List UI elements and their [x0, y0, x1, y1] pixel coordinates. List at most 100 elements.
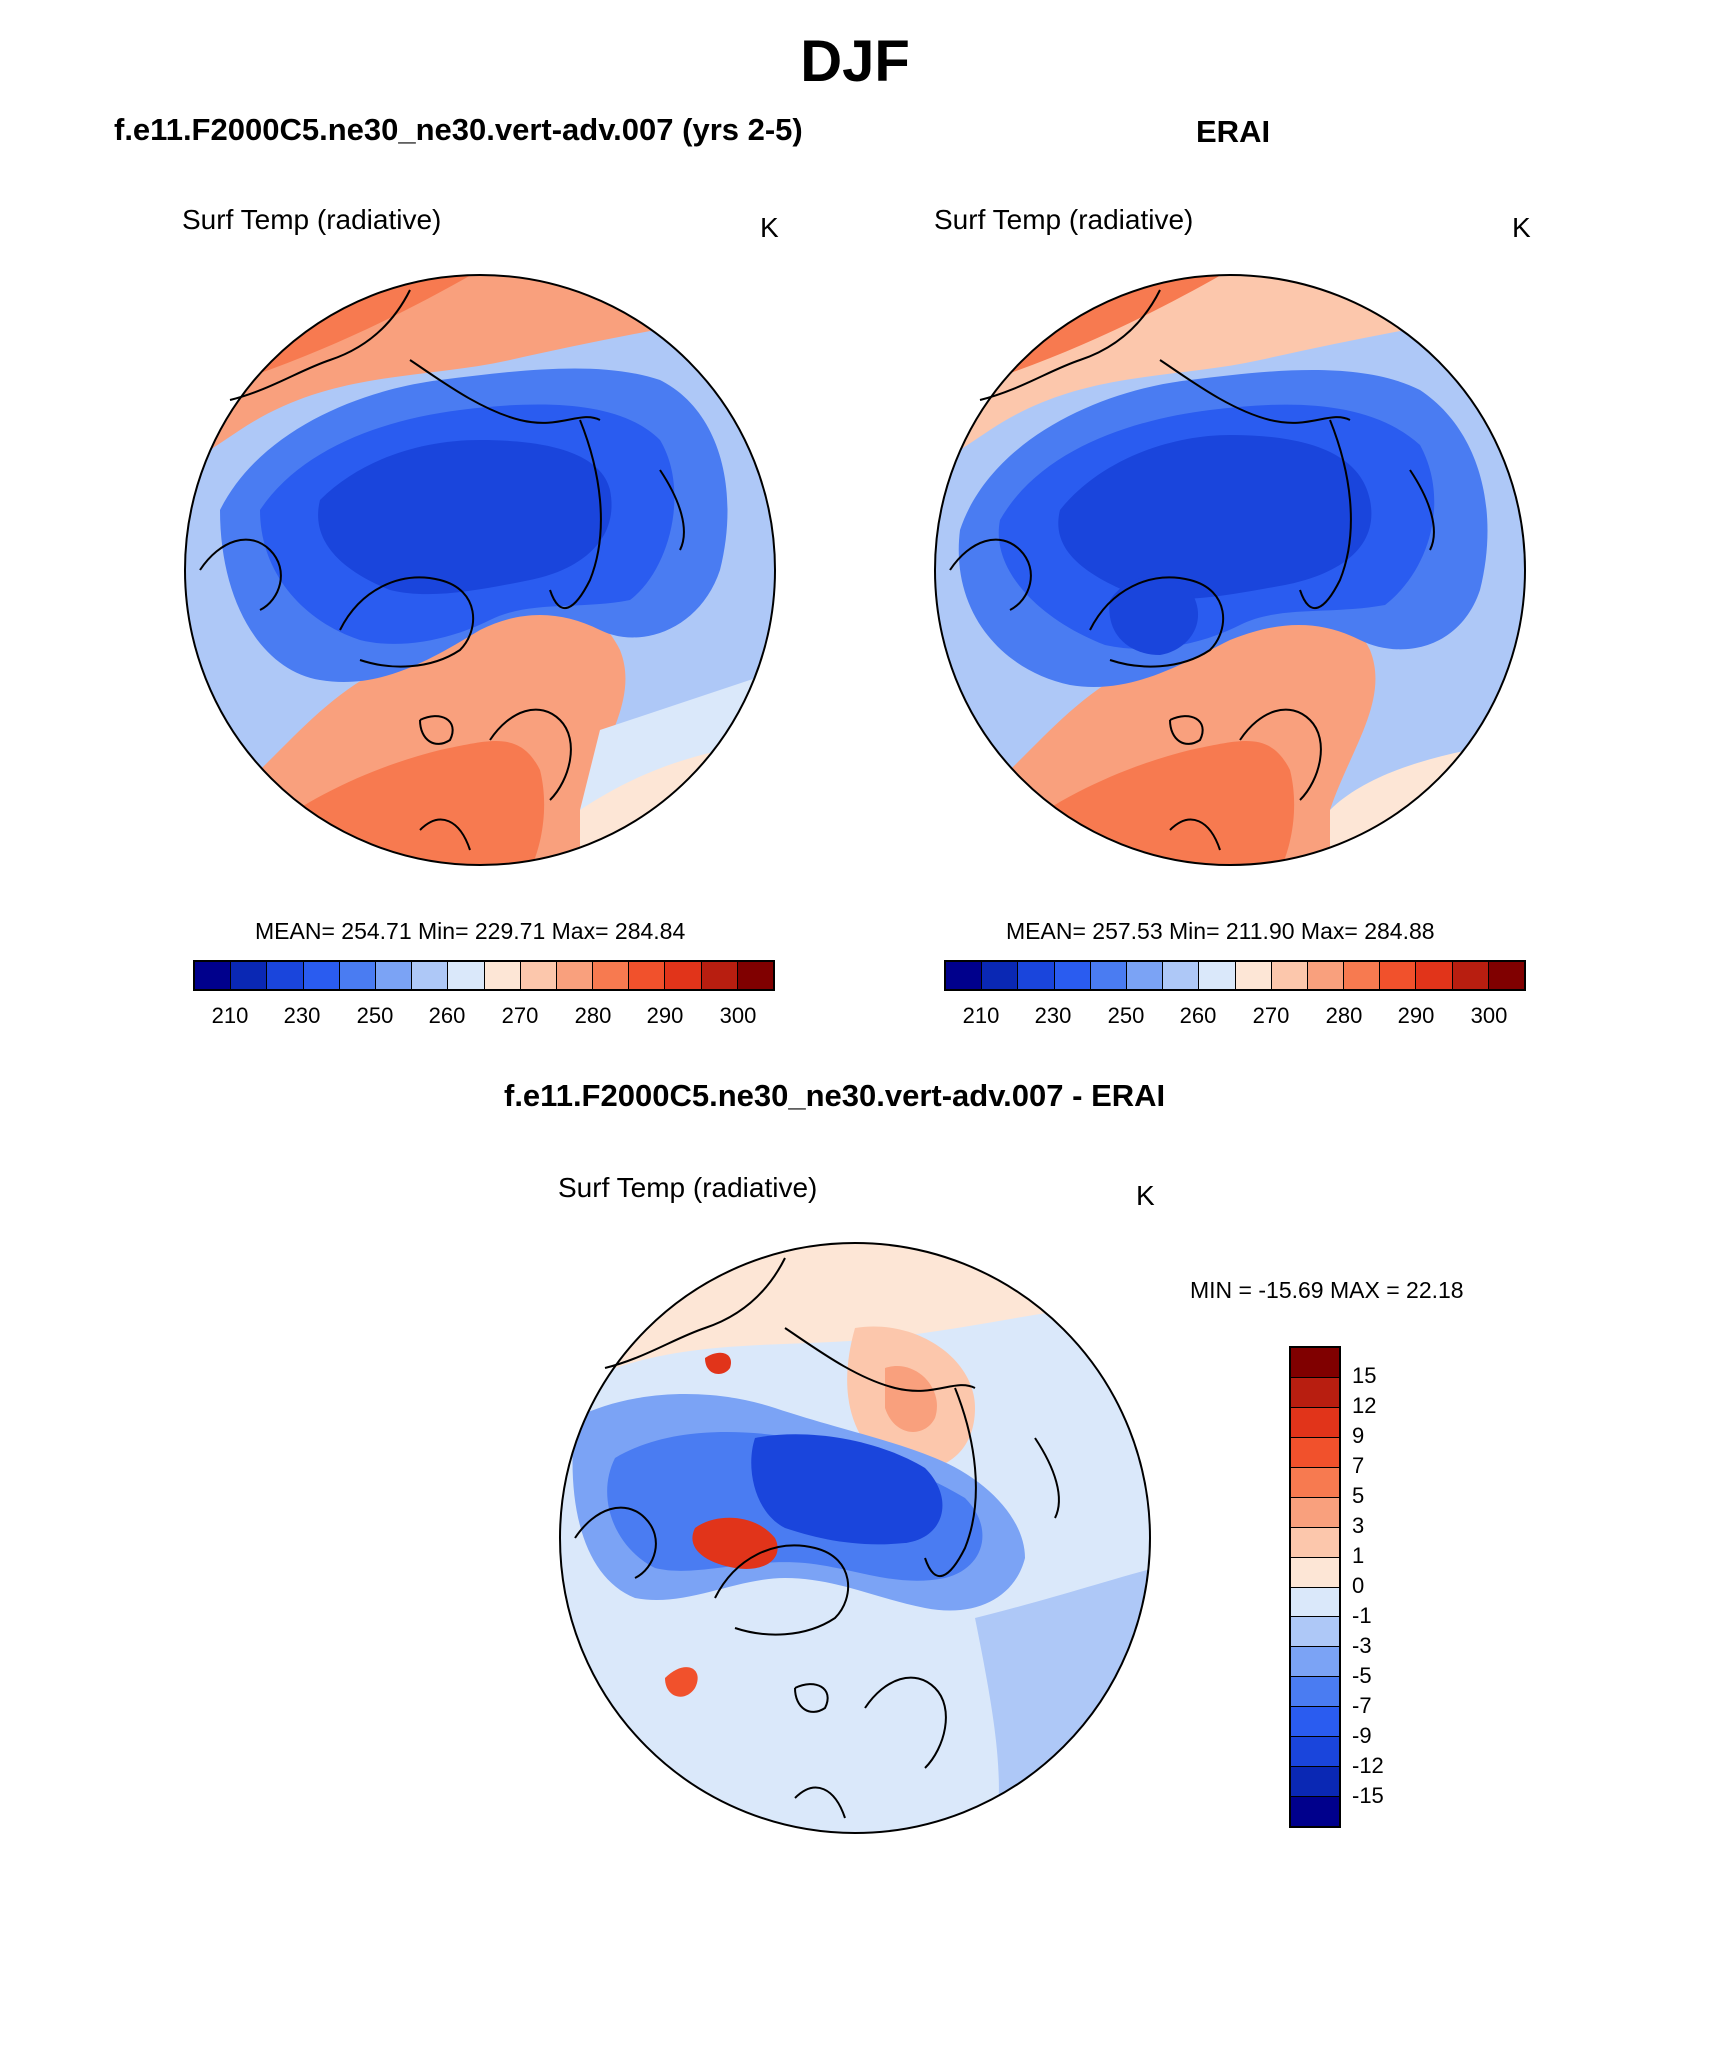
model-variable-label: Surf Temp (radiative)	[182, 204, 442, 235]
diff-stats: MIN = -15.69 MAX = 22.18	[1190, 1277, 1464, 1303]
obs-tick: 210	[962, 1003, 1000, 1028]
colorbar-swatch	[1380, 962, 1417, 989]
obs-tick: 300	[1470, 1003, 1508, 1028]
colorbar-swatch	[484, 962, 521, 989]
obs-colorbar	[944, 960, 1526, 991]
colorbar-swatch	[375, 962, 413, 989]
colorbar-swatch	[701, 962, 738, 989]
colorbar-swatch	[1235, 962, 1272, 989]
colorbar-swatch	[1199, 962, 1236, 989]
obs-colorbar-ticks: 210 230 250 260 270 280 290 300	[944, 1003, 1526, 1033]
colorbar-swatch	[1291, 1377, 1339, 1408]
model-colorbar-ticks: 210 230 250 260 270 280 290 300	[193, 1003, 775, 1033]
model-units-label: K	[760, 212, 779, 243]
diff-tick: -3	[1352, 1633, 1372, 1658]
model-tick: 270	[501, 1003, 539, 1028]
colorbar-swatch	[1488, 962, 1524, 989]
colorbar-swatch	[1416, 962, 1453, 989]
diff-tick: 9	[1352, 1423, 1365, 1448]
obs-tick: 260	[1179, 1003, 1217, 1028]
colorbar-swatch	[1126, 962, 1164, 989]
colorbar-swatch	[1291, 1407, 1339, 1438]
model-tick: 250	[356, 1003, 394, 1028]
diff-units-label: K	[1136, 1180, 1155, 1211]
model-tick: 280	[574, 1003, 612, 1028]
obs-tick: 270	[1252, 1003, 1290, 1028]
obs-panel-title: ERAI	[1196, 114, 1271, 149]
colorbar-swatch	[412, 962, 449, 989]
colorbar-swatch	[982, 962, 1019, 989]
diff-tick: 15	[1352, 1363, 1377, 1388]
diff-colorbar	[1289, 1346, 1341, 1828]
colorbar-swatch	[1452, 962, 1489, 989]
diff-tick: -15	[1352, 1783, 1384, 1808]
colorbar-swatch	[1307, 962, 1345, 989]
colorbar-swatch	[1291, 1797, 1339, 1826]
colorbar-swatch	[556, 962, 594, 989]
colorbar-swatch	[1271, 962, 1308, 989]
colorbar-swatch	[339, 962, 376, 989]
colorbar-swatch	[1291, 1467, 1339, 1498]
colorbar-swatch	[1291, 1707, 1339, 1738]
colorbar-swatch	[1291, 1737, 1339, 1768]
diff-panel-title: f.e11.F2000C5.ne30_ne30.vert-adv.007 - E…	[504, 1078, 1166, 1113]
model-polar-map	[184, 274, 776, 866]
colorbar-swatch	[1291, 1677, 1339, 1708]
obs-tick: 290	[1397, 1003, 1435, 1028]
colorbar-swatch	[1291, 1647, 1339, 1678]
diff-tick: 12	[1352, 1393, 1377, 1418]
colorbar-swatch	[520, 962, 557, 989]
diff-variable-label: Surf Temp (radiative)	[558, 1172, 818, 1203]
obs-tick: 230	[1034, 1003, 1072, 1028]
colorbar-swatch	[303, 962, 340, 989]
colorbar-swatch	[1344, 962, 1381, 989]
diff-tick: 1	[1352, 1543, 1365, 1568]
obs-variable-label: Surf Temp (radiative)	[934, 204, 1194, 235]
model-tick: 260	[428, 1003, 466, 1028]
colorbar-swatch	[737, 962, 773, 989]
colorbar-swatch	[1291, 1557, 1339, 1588]
diff-polar-map	[559, 1242, 1151, 1834]
colorbar-swatch	[665, 962, 702, 989]
colorbar-swatch	[1291, 1767, 1339, 1798]
obs-stats: MEAN= 257.53 Min= 211.90 Max= 284.88	[1006, 918, 1435, 944]
diff-tick: -5	[1352, 1663, 1372, 1688]
diff-tick: 5	[1352, 1483, 1365, 1508]
model-tick: 300	[719, 1003, 757, 1028]
colorbar-swatch	[1291, 1497, 1339, 1528]
colorbar-swatch	[267, 962, 304, 989]
model-colorbar	[193, 960, 775, 991]
diff-colorbar-ticks: 15 12 9 7 5 3 1 0 -1 -3 -5 -7 -9 -12 -15	[1352, 1346, 1432, 1828]
colorbar-swatch	[1291, 1437, 1339, 1468]
colorbar-swatch	[1054, 962, 1091, 989]
diff-tick: -1	[1352, 1603, 1372, 1628]
diff-tick: 3	[1352, 1513, 1365, 1538]
diff-tick: 0	[1352, 1573, 1365, 1598]
model-panel-title: f.e11.F2000C5.ne30_ne30.vert-adv.007 (yr…	[114, 112, 803, 147]
colorbar-swatch	[1291, 1587, 1339, 1618]
diff-tick: -7	[1352, 1693, 1372, 1718]
colorbar-swatch	[1090, 962, 1127, 989]
model-tick: 290	[646, 1003, 684, 1028]
colorbar-swatch	[231, 962, 268, 989]
colorbar-swatch	[1018, 962, 1055, 989]
diff-tick: -12	[1352, 1753, 1384, 1778]
diff-tick: 7	[1352, 1453, 1365, 1478]
colorbar-swatch	[1291, 1527, 1339, 1558]
obs-tick: 280	[1325, 1003, 1363, 1028]
obs-tick: 250	[1107, 1003, 1145, 1028]
colorbar-swatch	[946, 962, 983, 989]
colorbar-swatch	[1291, 1617, 1339, 1648]
colorbar-swatch	[629, 962, 666, 989]
colorbar-swatch	[1163, 962, 1200, 989]
colorbar-swatch	[593, 962, 630, 989]
diff-tick: -9	[1352, 1723, 1372, 1748]
colorbar-swatch	[195, 962, 232, 989]
colorbar-swatch	[448, 962, 485, 989]
model-stats: MEAN= 254.71 Min= 229.71 Max= 284.84	[255, 918, 686, 944]
obs-polar-map	[934, 274, 1526, 866]
obs-units-label: K	[1512, 212, 1531, 243]
model-tick: 230	[283, 1003, 321, 1028]
colorbar-swatch	[1291, 1348, 1339, 1378]
figure-title: DJF	[800, 29, 910, 94]
